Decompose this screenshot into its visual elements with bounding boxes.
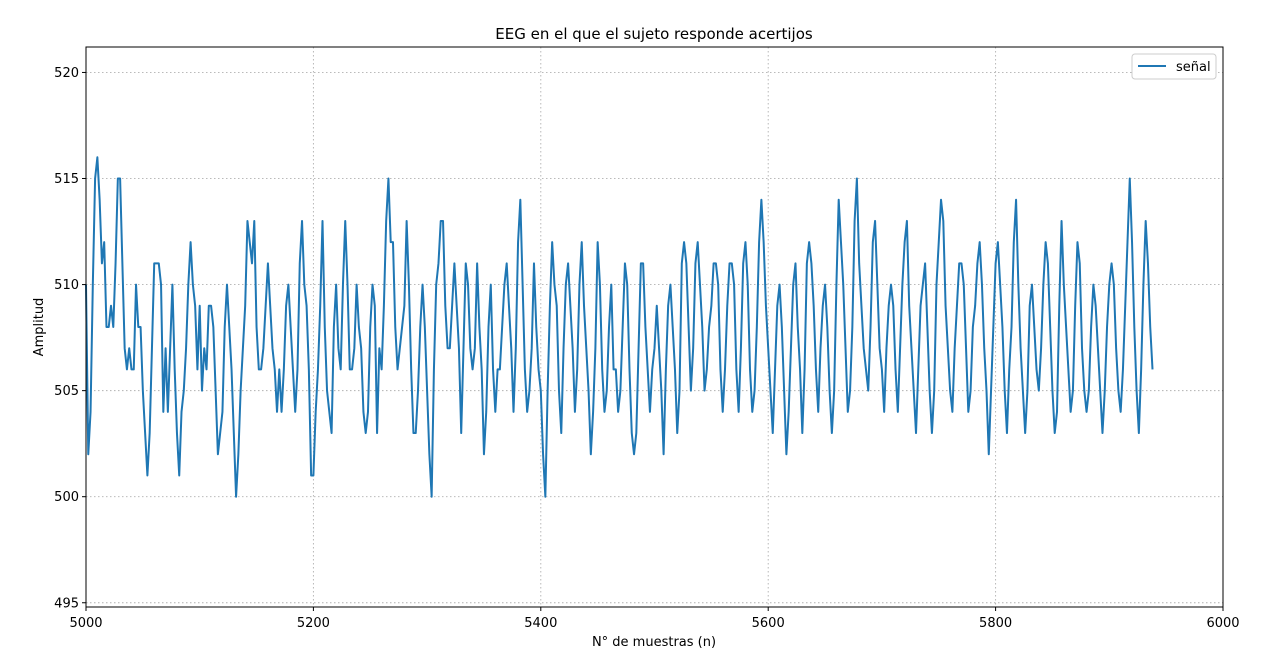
y-axis-label: Amplitud — [32, 298, 47, 357]
legend-label: señal — [1176, 60, 1211, 75]
y-tick-label: 510 — [54, 278, 79, 293]
legend-box — [1131, 53, 1217, 80]
series-line-senal — [85, 156, 1154, 498]
x-tick-label: 5200 — [297, 616, 330, 631]
x-tick-label: 5600 — [752, 616, 785, 631]
y-tick-label: 515 — [54, 172, 79, 187]
series-layer — [85, 156, 1154, 498]
y-tick-label: 500 — [54, 490, 79, 505]
y-tick-label: 495 — [54, 596, 79, 611]
x-tick-label: 5000 — [69, 616, 102, 631]
y-tick-label: 505 — [54, 384, 79, 399]
ticks: 5000 5200 5400 5600 5800 6000 495 500 505 510 515 5… — [54, 66, 1239, 631]
plot-frame — [85, 46, 1224, 608]
x-tick-label: 5400 — [524, 616, 557, 631]
legend: señal — [1131, 53, 1217, 80]
x-tick-label: 5800 — [979, 616, 1012, 631]
y-tick-label: 520 — [54, 66, 79, 81]
chart-title: EEG en el que el sujeto responde acertij… — [495, 25, 813, 43]
x-tick-label: 6000 — [1206, 616, 1239, 631]
x-axis-label: N° de muestras (n) — [592, 635, 716, 650]
